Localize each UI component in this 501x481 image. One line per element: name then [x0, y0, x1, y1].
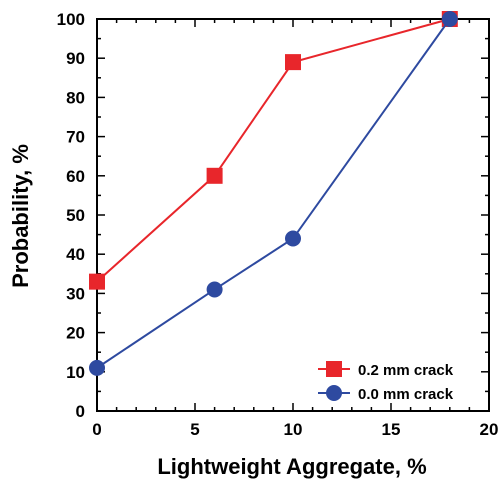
y-axis-title: Probability, %	[8, 144, 33, 288]
x-tick-label: 15	[382, 420, 401, 439]
y-tick-label: 10	[66, 363, 85, 382]
data-point	[89, 359, 105, 376]
x-axis-title: Lightweight Aggregate, %	[157, 454, 426, 479]
legend-marker-0	[326, 361, 342, 377]
legend-label-0: 0.2 mm crack	[358, 362, 454, 379]
y-tick-label: 100	[57, 10, 85, 29]
data-point	[89, 273, 105, 290]
series-layer	[89, 11, 458, 376]
y-tick-label: 90	[66, 49, 85, 68]
y-tick-label: 20	[66, 324, 85, 343]
x-tick-label: 0	[92, 420, 101, 439]
x-tick-label: 5	[190, 420, 199, 439]
data-point	[441, 11, 458, 27]
data-point	[285, 230, 301, 247]
y-tick-label: 70	[66, 128, 85, 147]
series-0	[89, 11, 458, 290]
data-point	[206, 281, 223, 298]
legend-marker-1	[326, 385, 342, 401]
axes: 0 5 10 15 20 0 10 20 30 40 50 60 70 80 90 100	[57, 10, 499, 439]
data-point	[206, 167, 223, 184]
series-line	[96, 18, 451, 283]
y-tick-label: 40	[66, 245, 85, 264]
plot-frame	[96, 18, 490, 412]
x-tick-label: 20	[480, 420, 499, 439]
legend-label-1: 0.0 mm crack	[358, 386, 454, 403]
legend: 0.2 mm crack 0.0 mm crack	[318, 361, 454, 403]
y-tick-label: 80	[66, 88, 85, 107]
y-tick-label: 30	[66, 284, 85, 303]
series-1	[89, 11, 458, 376]
y-tick-label: 0	[76, 402, 85, 421]
y-tick-label: 60	[66, 167, 85, 186]
y-tick-label: 50	[66, 206, 85, 225]
x-tick-label: 10	[284, 420, 303, 439]
data-point	[285, 54, 301, 71]
series-line	[96, 18, 451, 369]
